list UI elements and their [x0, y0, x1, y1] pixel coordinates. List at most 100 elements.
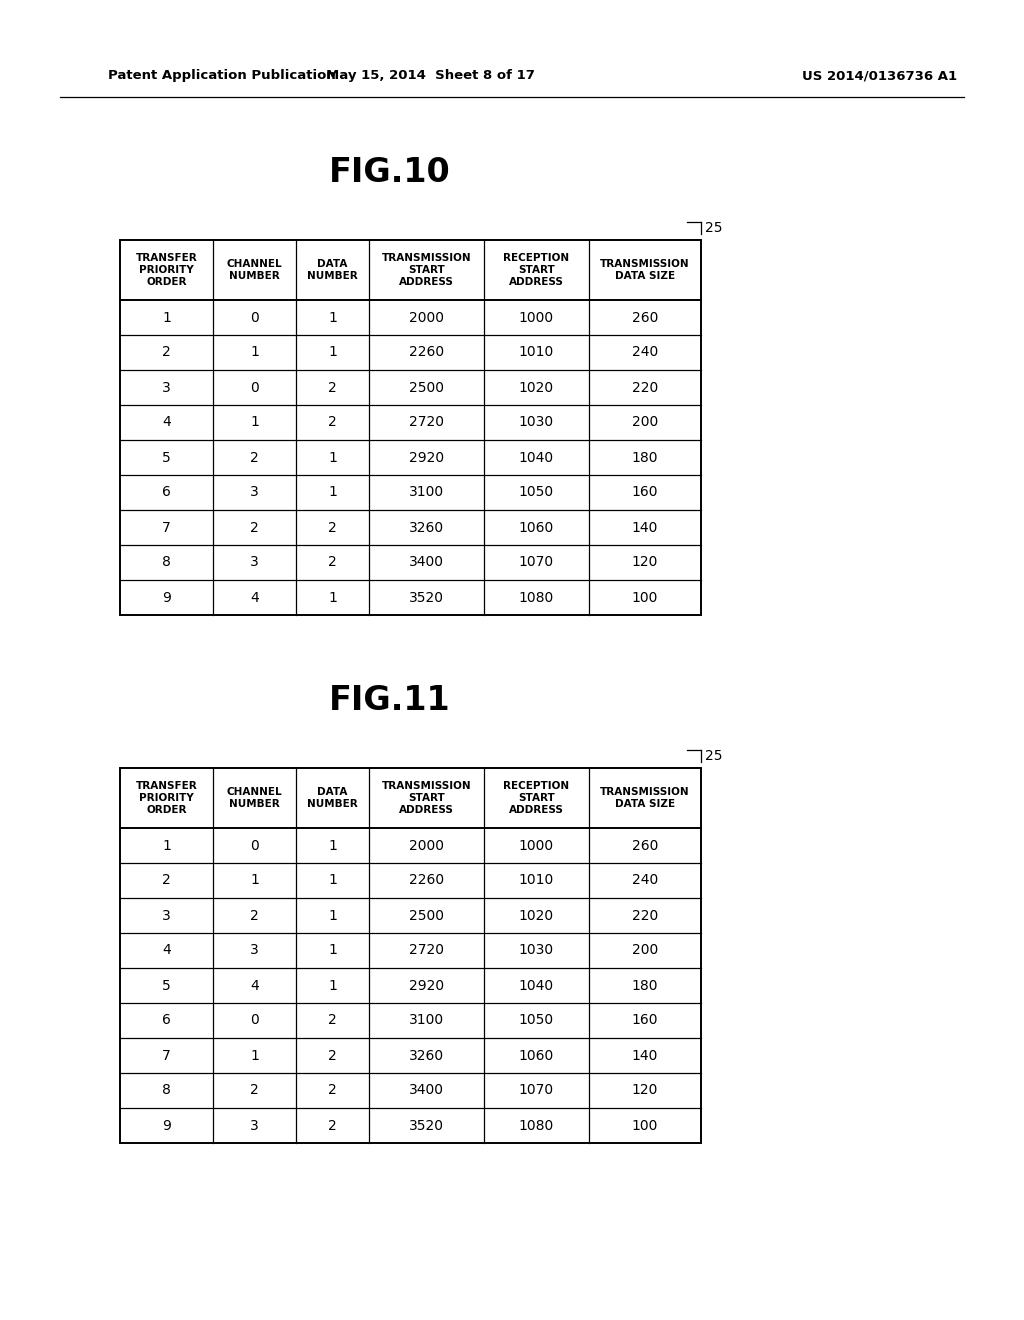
Text: 1: 1: [328, 310, 337, 325]
Text: RECEPTION
START
ADDRESS: RECEPTION START ADDRESS: [504, 253, 569, 286]
Text: 1040: 1040: [519, 450, 554, 465]
Text: TRANSFER
PRIORITY
ORDER: TRANSFER PRIORITY ORDER: [135, 253, 198, 286]
Text: 2920: 2920: [409, 978, 444, 993]
Text: 140: 140: [632, 1048, 658, 1063]
Text: 1030: 1030: [519, 944, 554, 957]
Text: 160: 160: [632, 1014, 658, 1027]
Text: 1000: 1000: [519, 838, 554, 853]
Text: 25: 25: [705, 748, 723, 763]
Text: 1: 1: [162, 838, 171, 853]
Text: 2: 2: [162, 346, 171, 359]
Text: 1: 1: [328, 978, 337, 993]
Text: 4: 4: [162, 944, 171, 957]
Text: 2: 2: [250, 908, 259, 923]
Text: 2500: 2500: [409, 908, 444, 923]
Text: 25: 25: [705, 220, 723, 235]
Text: 1050: 1050: [519, 486, 554, 499]
Text: 1070: 1070: [519, 556, 554, 569]
Bar: [120, 768, 701, 1143]
Text: 2260: 2260: [409, 346, 444, 359]
Text: 2: 2: [328, 556, 337, 569]
Text: US 2014/0136736 A1: US 2014/0136736 A1: [803, 70, 957, 82]
Text: 1010: 1010: [519, 874, 554, 887]
Text: 7: 7: [162, 520, 171, 535]
Text: 160: 160: [632, 486, 658, 499]
Text: 8: 8: [162, 556, 171, 569]
Text: 0: 0: [250, 1014, 259, 1027]
Text: 3100: 3100: [409, 1014, 444, 1027]
Text: 3: 3: [250, 944, 259, 957]
Text: 3400: 3400: [409, 556, 444, 569]
Text: 1060: 1060: [519, 520, 554, 535]
Text: 1: 1: [328, 838, 337, 853]
Text: 3: 3: [250, 486, 259, 499]
Text: 3: 3: [250, 556, 259, 569]
Text: TRANSMISSION
DATA SIZE: TRANSMISSION DATA SIZE: [600, 787, 690, 809]
Text: 1000: 1000: [519, 310, 554, 325]
Text: 260: 260: [632, 310, 658, 325]
Text: TRANSMISSION
DATA SIZE: TRANSMISSION DATA SIZE: [600, 259, 690, 281]
Text: 1040: 1040: [519, 978, 554, 993]
Text: 140: 140: [632, 520, 658, 535]
Text: 2: 2: [250, 520, 259, 535]
Text: TRANSMISSION
START
ADDRESS: TRANSMISSION START ADDRESS: [382, 253, 471, 286]
Text: DATA
NUMBER: DATA NUMBER: [307, 259, 357, 281]
Text: 9: 9: [162, 590, 171, 605]
Text: 2: 2: [328, 380, 337, 395]
Text: 1010: 1010: [519, 346, 554, 359]
Text: 1080: 1080: [519, 590, 554, 605]
Text: 1: 1: [250, 416, 259, 429]
Text: CHANNEL
NUMBER: CHANNEL NUMBER: [226, 259, 283, 281]
Text: 240: 240: [632, 874, 658, 887]
Text: 1: 1: [250, 1048, 259, 1063]
Text: 0: 0: [250, 310, 259, 325]
Text: 4: 4: [250, 978, 259, 993]
Text: 6: 6: [162, 486, 171, 499]
Text: 1: 1: [250, 346, 259, 359]
Text: 1: 1: [328, 590, 337, 605]
Text: 6: 6: [162, 1014, 171, 1027]
Text: 3100: 3100: [409, 486, 444, 499]
Text: 3260: 3260: [409, 520, 444, 535]
Text: 2000: 2000: [409, 310, 444, 325]
Text: 120: 120: [632, 1084, 658, 1097]
Text: 1020: 1020: [519, 908, 554, 923]
Text: 1: 1: [328, 486, 337, 499]
Text: 3: 3: [162, 380, 171, 395]
Text: 3520: 3520: [409, 1118, 444, 1133]
Text: 220: 220: [632, 380, 658, 395]
Text: 2920: 2920: [409, 450, 444, 465]
Text: 2: 2: [250, 1084, 259, 1097]
Text: 2260: 2260: [409, 874, 444, 887]
Text: 2500: 2500: [409, 380, 444, 395]
Text: 2: 2: [162, 874, 171, 887]
Text: 3: 3: [250, 1118, 259, 1133]
Text: 2720: 2720: [409, 944, 444, 957]
Text: 180: 180: [632, 450, 658, 465]
Text: TRANSFER
PRIORITY
ORDER: TRANSFER PRIORITY ORDER: [135, 781, 198, 814]
Text: 2720: 2720: [409, 416, 444, 429]
Text: 180: 180: [632, 978, 658, 993]
Text: 7: 7: [162, 1048, 171, 1063]
Text: 1: 1: [328, 874, 337, 887]
Text: 3520: 3520: [409, 590, 444, 605]
Text: 5: 5: [162, 450, 171, 465]
Text: 1: 1: [162, 310, 171, 325]
Bar: [120, 240, 701, 615]
Text: 2: 2: [328, 416, 337, 429]
Text: 2: 2: [250, 450, 259, 465]
Text: TRANSMISSION
START
ADDRESS: TRANSMISSION START ADDRESS: [382, 781, 471, 814]
Text: 1030: 1030: [519, 416, 554, 429]
Text: 240: 240: [632, 346, 658, 359]
Text: May 15, 2014  Sheet 8 of 17: May 15, 2014 Sheet 8 of 17: [326, 70, 535, 82]
Text: 3260: 3260: [409, 1048, 444, 1063]
Text: 120: 120: [632, 556, 658, 569]
Text: CHANNEL
NUMBER: CHANNEL NUMBER: [226, 787, 283, 809]
Text: Patent Application Publication: Patent Application Publication: [108, 70, 336, 82]
Text: 3: 3: [162, 908, 171, 923]
Text: 2000: 2000: [409, 838, 444, 853]
Text: 2: 2: [328, 1048, 337, 1063]
Text: 9: 9: [162, 1118, 171, 1133]
Text: 1: 1: [328, 346, 337, 359]
Text: 0: 0: [250, 380, 259, 395]
